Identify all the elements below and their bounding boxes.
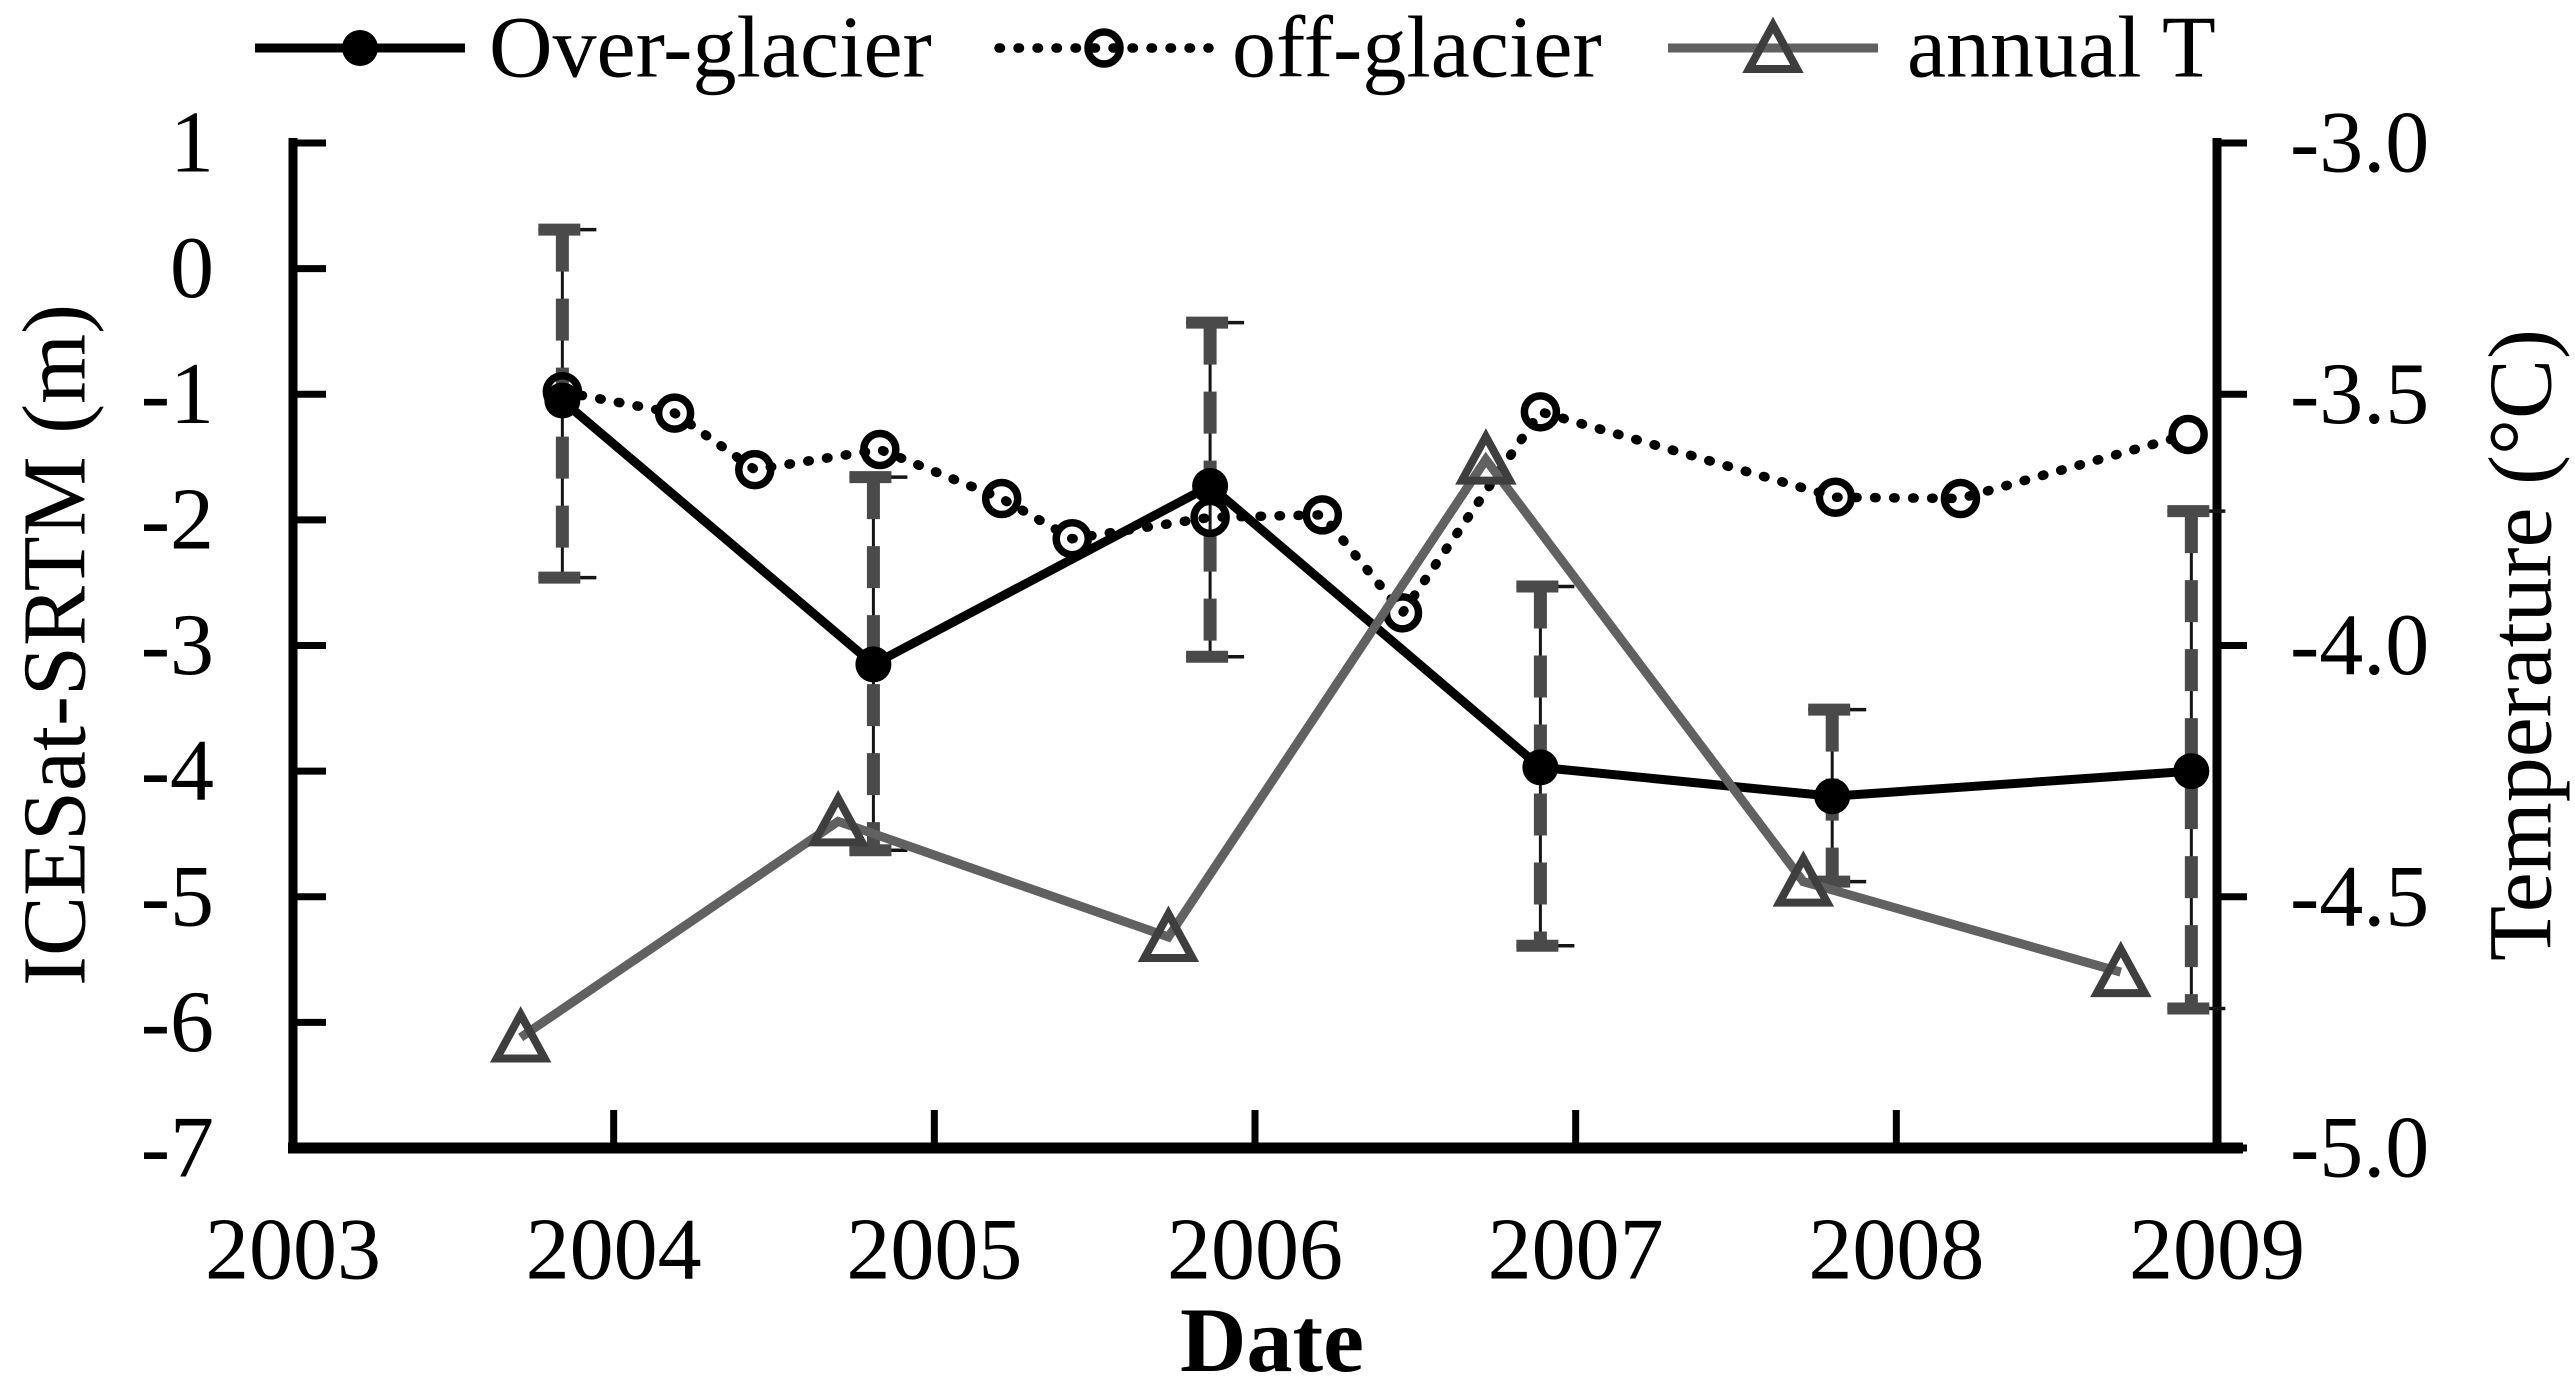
annual-t-point: [1137, 905, 1200, 962]
legend-item-annual-t: annual T: [1668, 0, 2216, 97]
off-glacier-point: [981, 478, 1022, 519]
legend-label-annual-t: annual T: [1907, 0, 2216, 97]
left-y-tick-label: -3: [141, 597, 214, 694]
over-glacier-point: [1192, 467, 1229, 504]
left-y-tick-label: 1: [170, 95, 214, 192]
annual-t-point: [807, 790, 869, 847]
left-y-tick-label: 0: [170, 220, 214, 317]
over-glacier-point: [544, 382, 581, 419]
x-tick-label: 2004: [526, 1202, 702, 1299]
right-y-tick-label: -4.0: [2290, 597, 2429, 694]
over-glacier-point: [2173, 753, 2210, 790]
off-glacier-point: [1520, 392, 1561, 432]
right-y-tick-label: -4.5: [2290, 848, 2429, 945]
off-glacier-point: [860, 429, 900, 470]
legend: Over-glacier off-glacier annual T: [255, 0, 2216, 97]
annual-t-point: [1455, 428, 1517, 485]
legend-open-circle: [1084, 28, 1124, 68]
annual-t-point: [1772, 850, 1835, 907]
legend-filled-circle: [342, 30, 378, 66]
right-y-tick-label: -3.5: [2290, 346, 2429, 443]
left-y-tick-label: -6: [141, 974, 214, 1071]
x-axis-title: Date: [1180, 1289, 1364, 1379]
over-glacier-point: [855, 646, 892, 683]
left-y-axis-title: ICESat-SRTM (m): [6, 304, 105, 986]
left-y-tick-label: -4: [141, 723, 214, 820]
legend-label-over-glacier: Over-glacier: [489, 0, 932, 97]
left-y-tick-label: -1: [141, 346, 214, 443]
right-y-tick-label: -3.0: [2290, 95, 2429, 192]
annual-t-line: [518, 451, 2123, 1042]
x-tick-label: 2008: [1808, 1202, 1984, 1299]
x-tick-label: 2003: [205, 1202, 381, 1299]
right-y-axis-title: Temperature (°C): [2472, 329, 2571, 961]
x-tick-label: 2009: [2129, 1202, 2305, 1299]
legend-label-off-glacier: off-glacier: [1232, 0, 1602, 97]
x-tick-label: 2006: [1167, 1202, 1343, 1299]
left-y-tick-label: -5: [141, 848, 214, 945]
off-glacier-point: [1302, 495, 1343, 535]
left-y-tick-label: -7: [141, 1100, 214, 1197]
over-glacier-point: [1814, 778, 1851, 815]
x-tick-label: 2005: [846, 1202, 1022, 1299]
off-glacier-point: [1940, 478, 1981, 519]
off-glacier-point: [542, 371, 583, 412]
off-glacier-line: [557, 386, 2193, 621]
right-y-tick-label: -5.0: [2290, 1100, 2429, 1197]
annual-t-point: [489, 1006, 552, 1063]
x-tick-label: 2007: [1488, 1202, 1664, 1299]
legend-item-over-glacier: Over-glacier: [255, 0, 932, 97]
off-glacier-point: [1052, 518, 1092, 559]
annual-t-point: [2090, 940, 2152, 998]
legend-open-triangle: [1742, 16, 1804, 73]
off-glacier-point: [1190, 497, 1230, 538]
legend-item-off-glacier: off-glacier: [994, 0, 1602, 97]
left-y-tick-label: -2: [141, 471, 214, 568]
data-series: [489, 223, 2226, 1063]
off-glacier-point: [735, 449, 775, 490]
over-glacier-point: [1522, 749, 1559, 786]
off-glacier-point: [2168, 414, 2208, 455]
axes: 2003 2004 2005 2006 2007 2008 2009 1 0 -1 -2 -3 -4 -5…: [141, 95, 2430, 1299]
off-glacier-point: [1815, 477, 1856, 518]
off-glacier-point: [654, 393, 695, 433]
